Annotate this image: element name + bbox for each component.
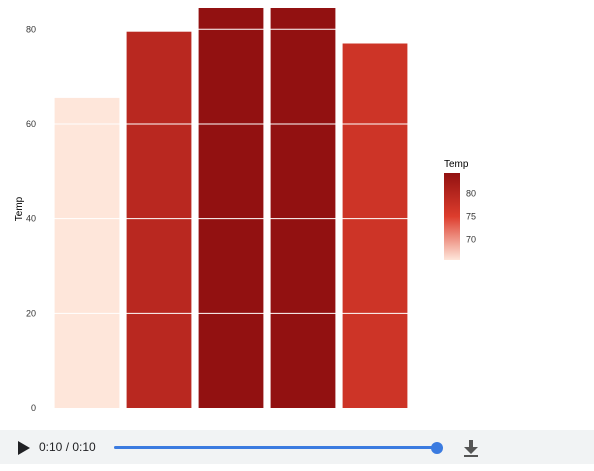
y-tick-label-80: 80: [26, 24, 36, 34]
legend-tick-label-80: 80: [466, 189, 476, 199]
legend-colorbar: [444, 173, 460, 260]
bar-1: [54, 97, 120, 409]
y-tick-label-40: 40: [26, 214, 36, 224]
y-tick-label-20: 20: [26, 308, 36, 318]
bars-group: [54, 8, 408, 409]
legend-tick-label-75: 75: [466, 212, 476, 222]
legend-tick-label-70: 70: [466, 234, 476, 244]
y-tick-label-0: 0: [31, 403, 36, 413]
progress-thumb[interactable]: [431, 441, 443, 454]
play-icon[interactable]: [14, 439, 32, 457]
legend-ticks: 70 75 80: [466, 189, 476, 245]
color-legend: Temp 70 75 80: [444, 159, 476, 260]
legend-title: Temp: [444, 159, 469, 170]
bar-chart: 0 20 40 60 80 Temp Temp 70 75 80: [14, 8, 476, 413]
bar-4: [270, 8, 336, 408]
media-player-controls: 0:10 / 0:10: [0, 430, 594, 464]
y-tick-label-60: 60: [26, 119, 36, 129]
y-axis-ticks: 0 20 40 60 80: [26, 24, 36, 413]
bar-5: [342, 43, 408, 408]
download-icon[interactable]: [461, 438, 481, 458]
bar-3: [198, 8, 264, 408]
gridlines-group: [51, 28, 411, 314]
bar-2: [126, 31, 192, 408]
time-display: 0:10 / 0:10: [39, 440, 96, 454]
progress-fill: [114, 446, 437, 449]
progress-bar[interactable]: [114, 441, 443, 454]
y-axis-title: Temp: [14, 196, 25, 221]
